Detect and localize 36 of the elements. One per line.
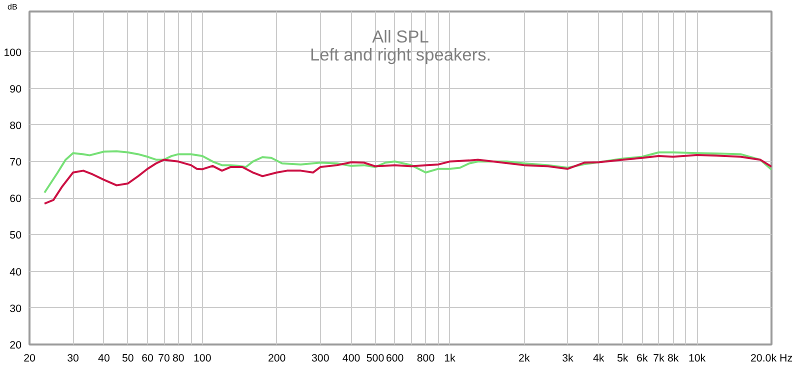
x-tick-label: 40: [98, 352, 110, 364]
y-tick-label: 70: [10, 156, 22, 169]
x-tick-label: 8k: [667, 352, 680, 364]
x-tick-label: 50: [122, 352, 134, 364]
text: All SPL: [372, 26, 430, 46]
x-tick-label: 60: [142, 352, 154, 364]
x-tick-label: 1k: [444, 352, 456, 364]
y-tick-label: 20: [10, 340, 22, 352]
x-tick-label: 80: [172, 352, 184, 364]
text: Left and right speakers.: [310, 44, 492, 64]
y-tick-label: 90: [10, 83, 22, 96]
y-tick-label: 80: [10, 120, 22, 132]
x-tick-label: 500: [366, 352, 384, 364]
x-tick-label: 4k: [592, 352, 605, 364]
x-tick-label: 3k: [562, 352, 574, 364]
y-axis-title: dB: [8, 2, 18, 12]
x-tick-label: 200: [268, 352, 286, 364]
y-tick-label: 50: [10, 230, 22, 242]
x-tick-label: 20.0k Hz: [750, 352, 793, 364]
x-tick-label: 30: [67, 352, 80, 364]
x-tick-label: 400: [342, 352, 360, 364]
x-tick-label: 10k: [688, 352, 706, 364]
x-tick-label: 20: [24, 352, 36, 364]
y-tick-label: 40: [10, 266, 22, 278]
x-tick-label: 600: [386, 352, 404, 364]
x-tick-label: 5k: [616, 352, 629, 364]
x-tick-label: 800: [416, 352, 435, 364]
y-tick-label: 60: [10, 193, 22, 206]
x-tick-label: 6k: [636, 352, 648, 364]
x-tick-label: 70: [158, 352, 170, 364]
y-tick-label: 30: [10, 302, 22, 315]
x-tick-label: 7k: [653, 352, 666, 364]
y-tick-label: 100: [4, 46, 22, 59]
x-tick-label: 100: [193, 352, 212, 364]
x-tick-label: 2k: [518, 352, 530, 364]
x-tick-label: 300: [311, 352, 330, 364]
